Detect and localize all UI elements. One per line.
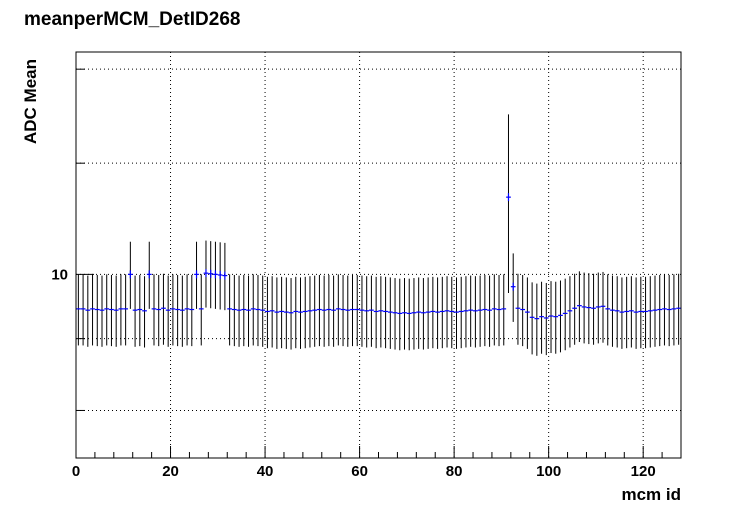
x-tick-label: 120 <box>631 463 656 480</box>
grid-lines <box>76 52 681 458</box>
axis-ticks <box>75 68 682 458</box>
data-markers <box>76 114 681 356</box>
tick-labels: 0 20 40 60 80 100 120 10 <box>51 266 655 480</box>
x-tick-label: 20 <box>162 463 179 480</box>
x-axis-label: mcm id <box>621 485 681 504</box>
x-tick-label: 0 <box>72 463 80 480</box>
y-tick-label: 10 <box>51 266 68 283</box>
y-axis-label: ADC Mean <box>21 59 40 144</box>
x-tick-label: 80 <box>446 463 463 480</box>
plot-frame <box>75 51 682 459</box>
x-tick-label: 100 <box>536 463 561 480</box>
x-tick-label: 40 <box>257 463 274 480</box>
x-tick-label: 60 <box>351 463 368 480</box>
chart-title: meanperMCM_DetID268 <box>24 9 240 30</box>
